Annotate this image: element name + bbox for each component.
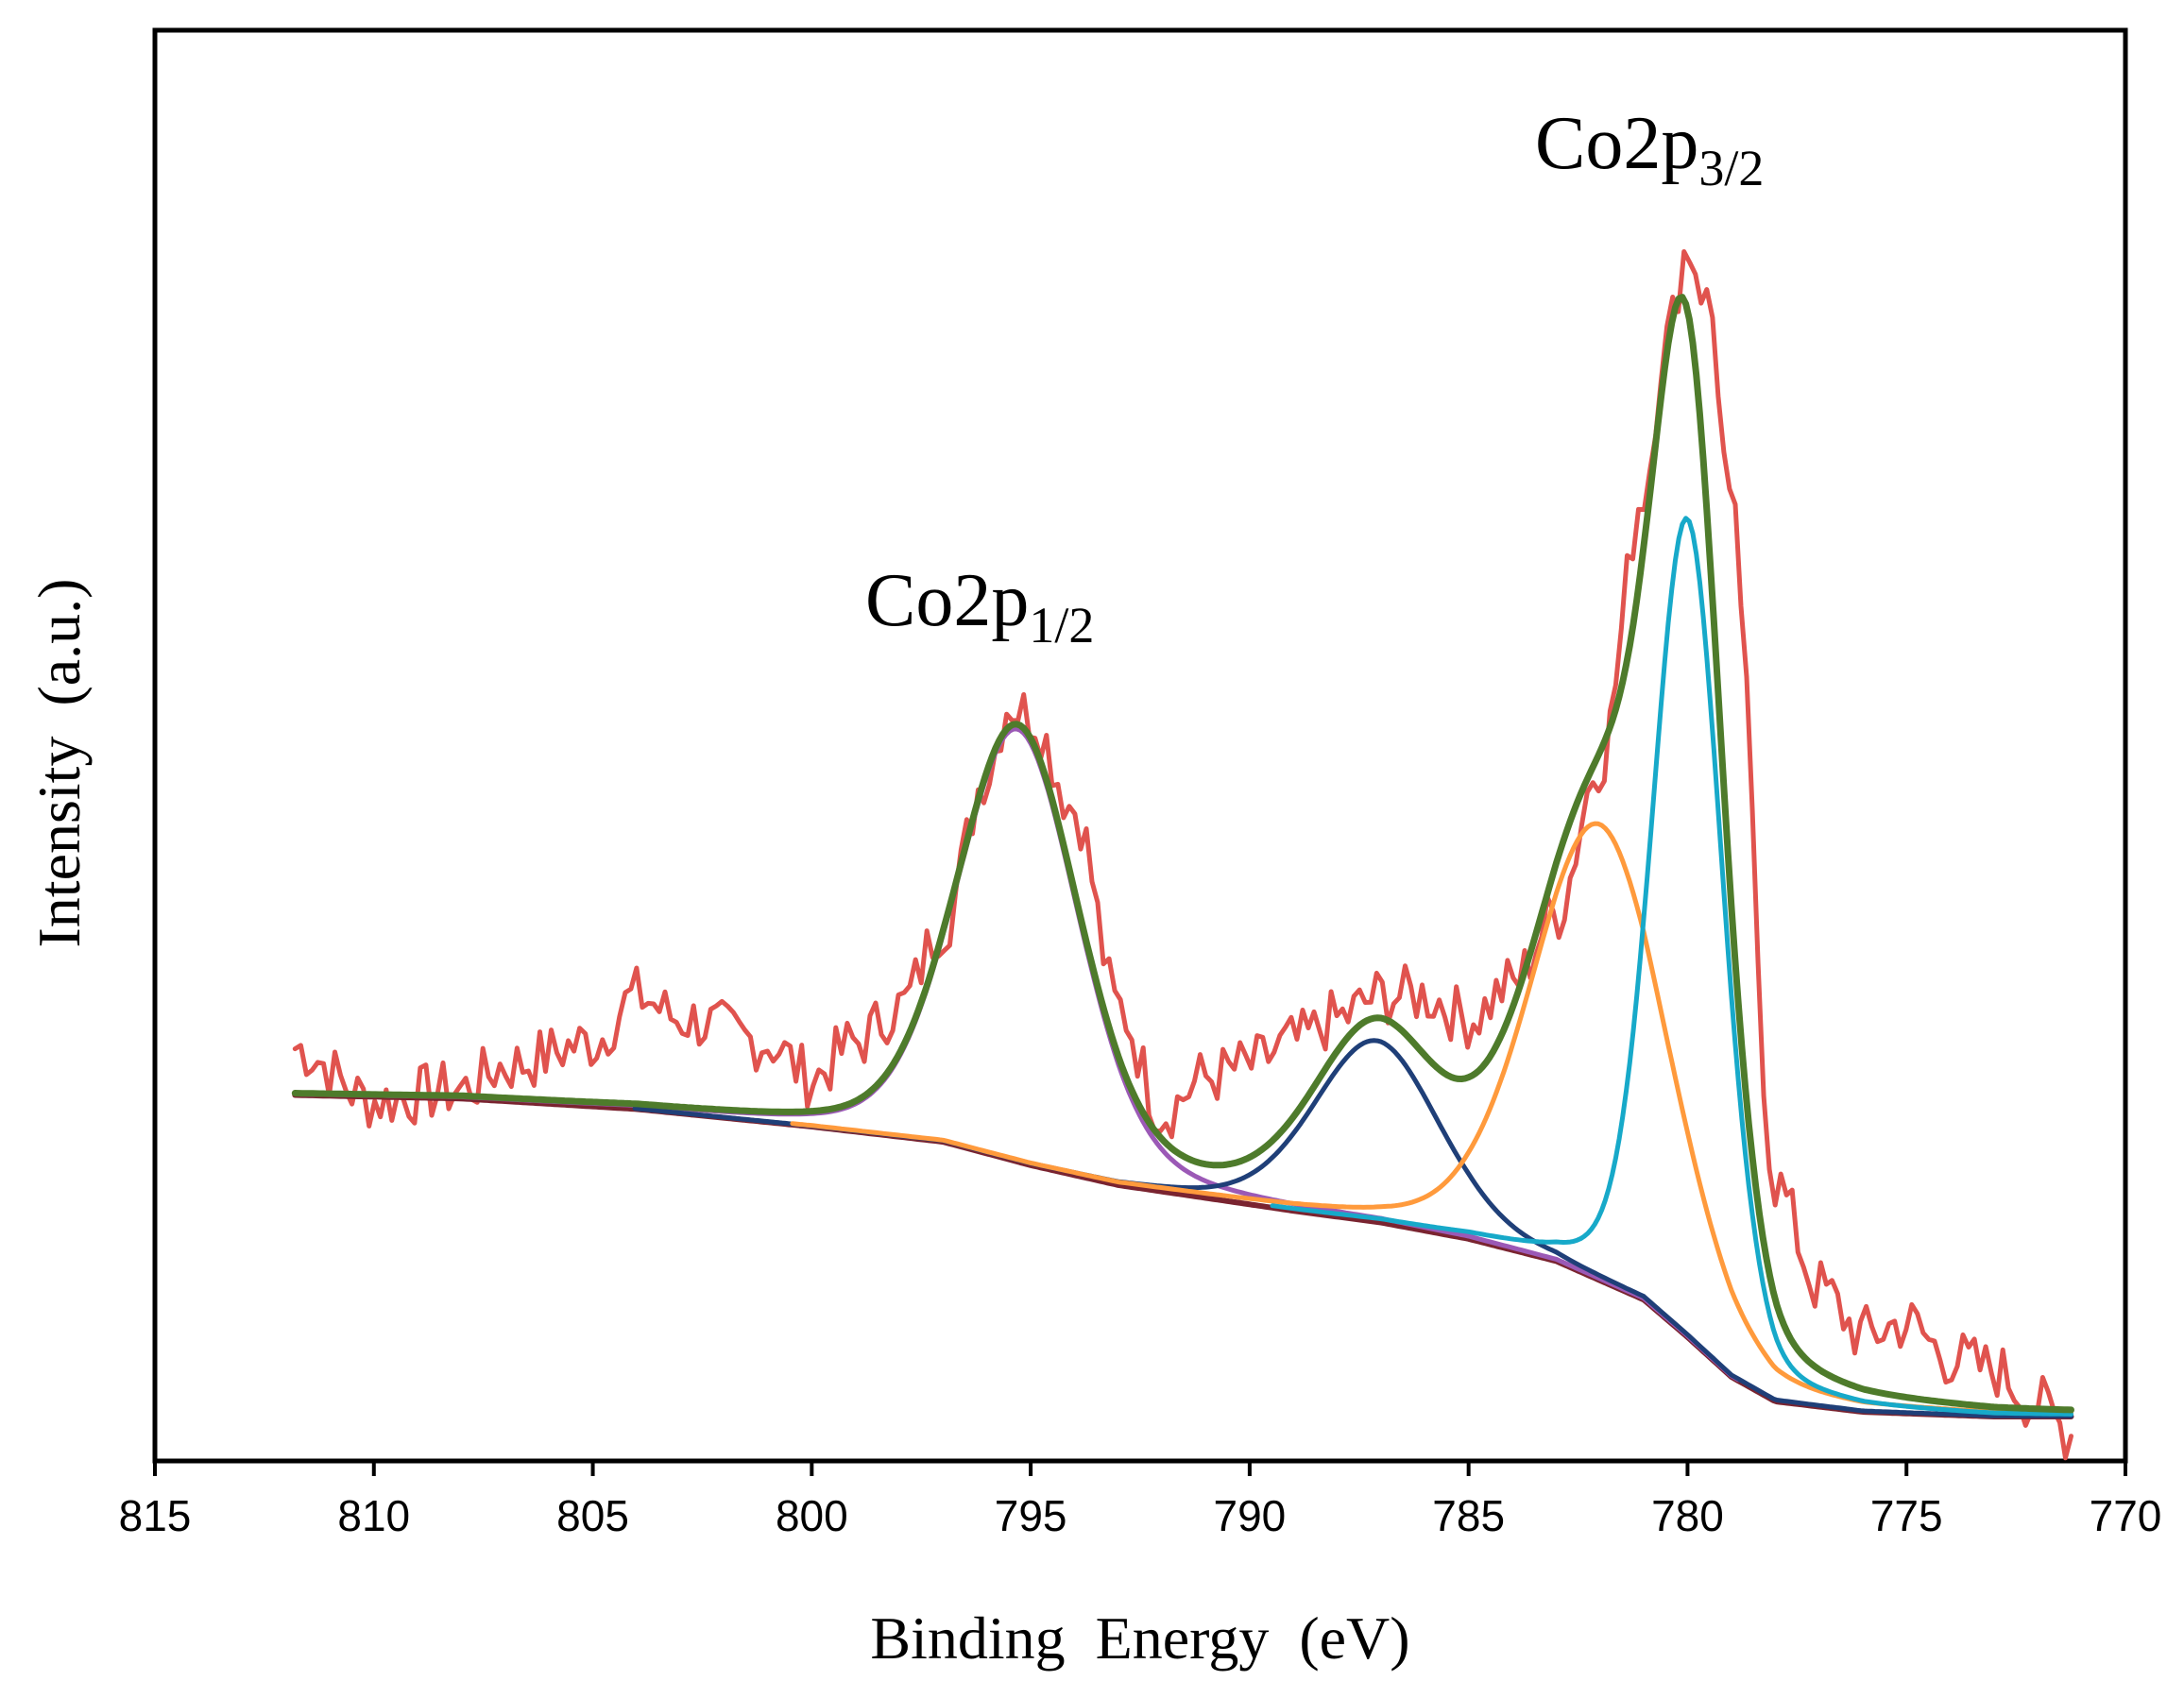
x-tick-label: 815 <box>119 1491 192 1540</box>
x-tick-label: 800 <box>776 1491 848 1540</box>
x-tick-label: 805 <box>556 1491 629 1540</box>
x-tick-label: 770 <box>2090 1491 2162 1540</box>
plot-frame <box>152 27 2128 1464</box>
component-peak-4 <box>1270 516 2073 1417</box>
raw-spectrum-line <box>292 248 2073 1461</box>
peak-label-main: Co2p <box>1535 102 1698 185</box>
curves-group <box>291 248 2074 1461</box>
x-tick-label: 785 <box>1432 1491 1505 1540</box>
x-axis-title: Binding Energy (eV) <box>870 1605 1409 1672</box>
peak-label-co2p-3-2: Co2p3/2 <box>1535 102 1764 196</box>
x-tick-label: 790 <box>1214 1491 1287 1540</box>
x-tick-label: 775 <box>1870 1491 1943 1540</box>
y-axis-title: Intensity (a.u.) <box>26 579 93 948</box>
x-tick-label: 810 <box>337 1491 410 1540</box>
peak-label-subscript: 1/2 <box>1029 597 1094 654</box>
peak-label-co2p-1-2: Co2p1/2 <box>865 559 1094 654</box>
x-tick-label: 780 <box>1651 1491 1724 1540</box>
x-tick-label: 795 <box>995 1491 1067 1540</box>
fitted-envelope-line <box>291 294 2074 1414</box>
x-axis-ticks: 815 810 805 800 795 790 785 780 775 770 <box>119 1461 2162 1540</box>
peak-label-main: Co2p <box>865 559 1029 642</box>
peak-label-subscript: 3/2 <box>1698 140 1764 196</box>
